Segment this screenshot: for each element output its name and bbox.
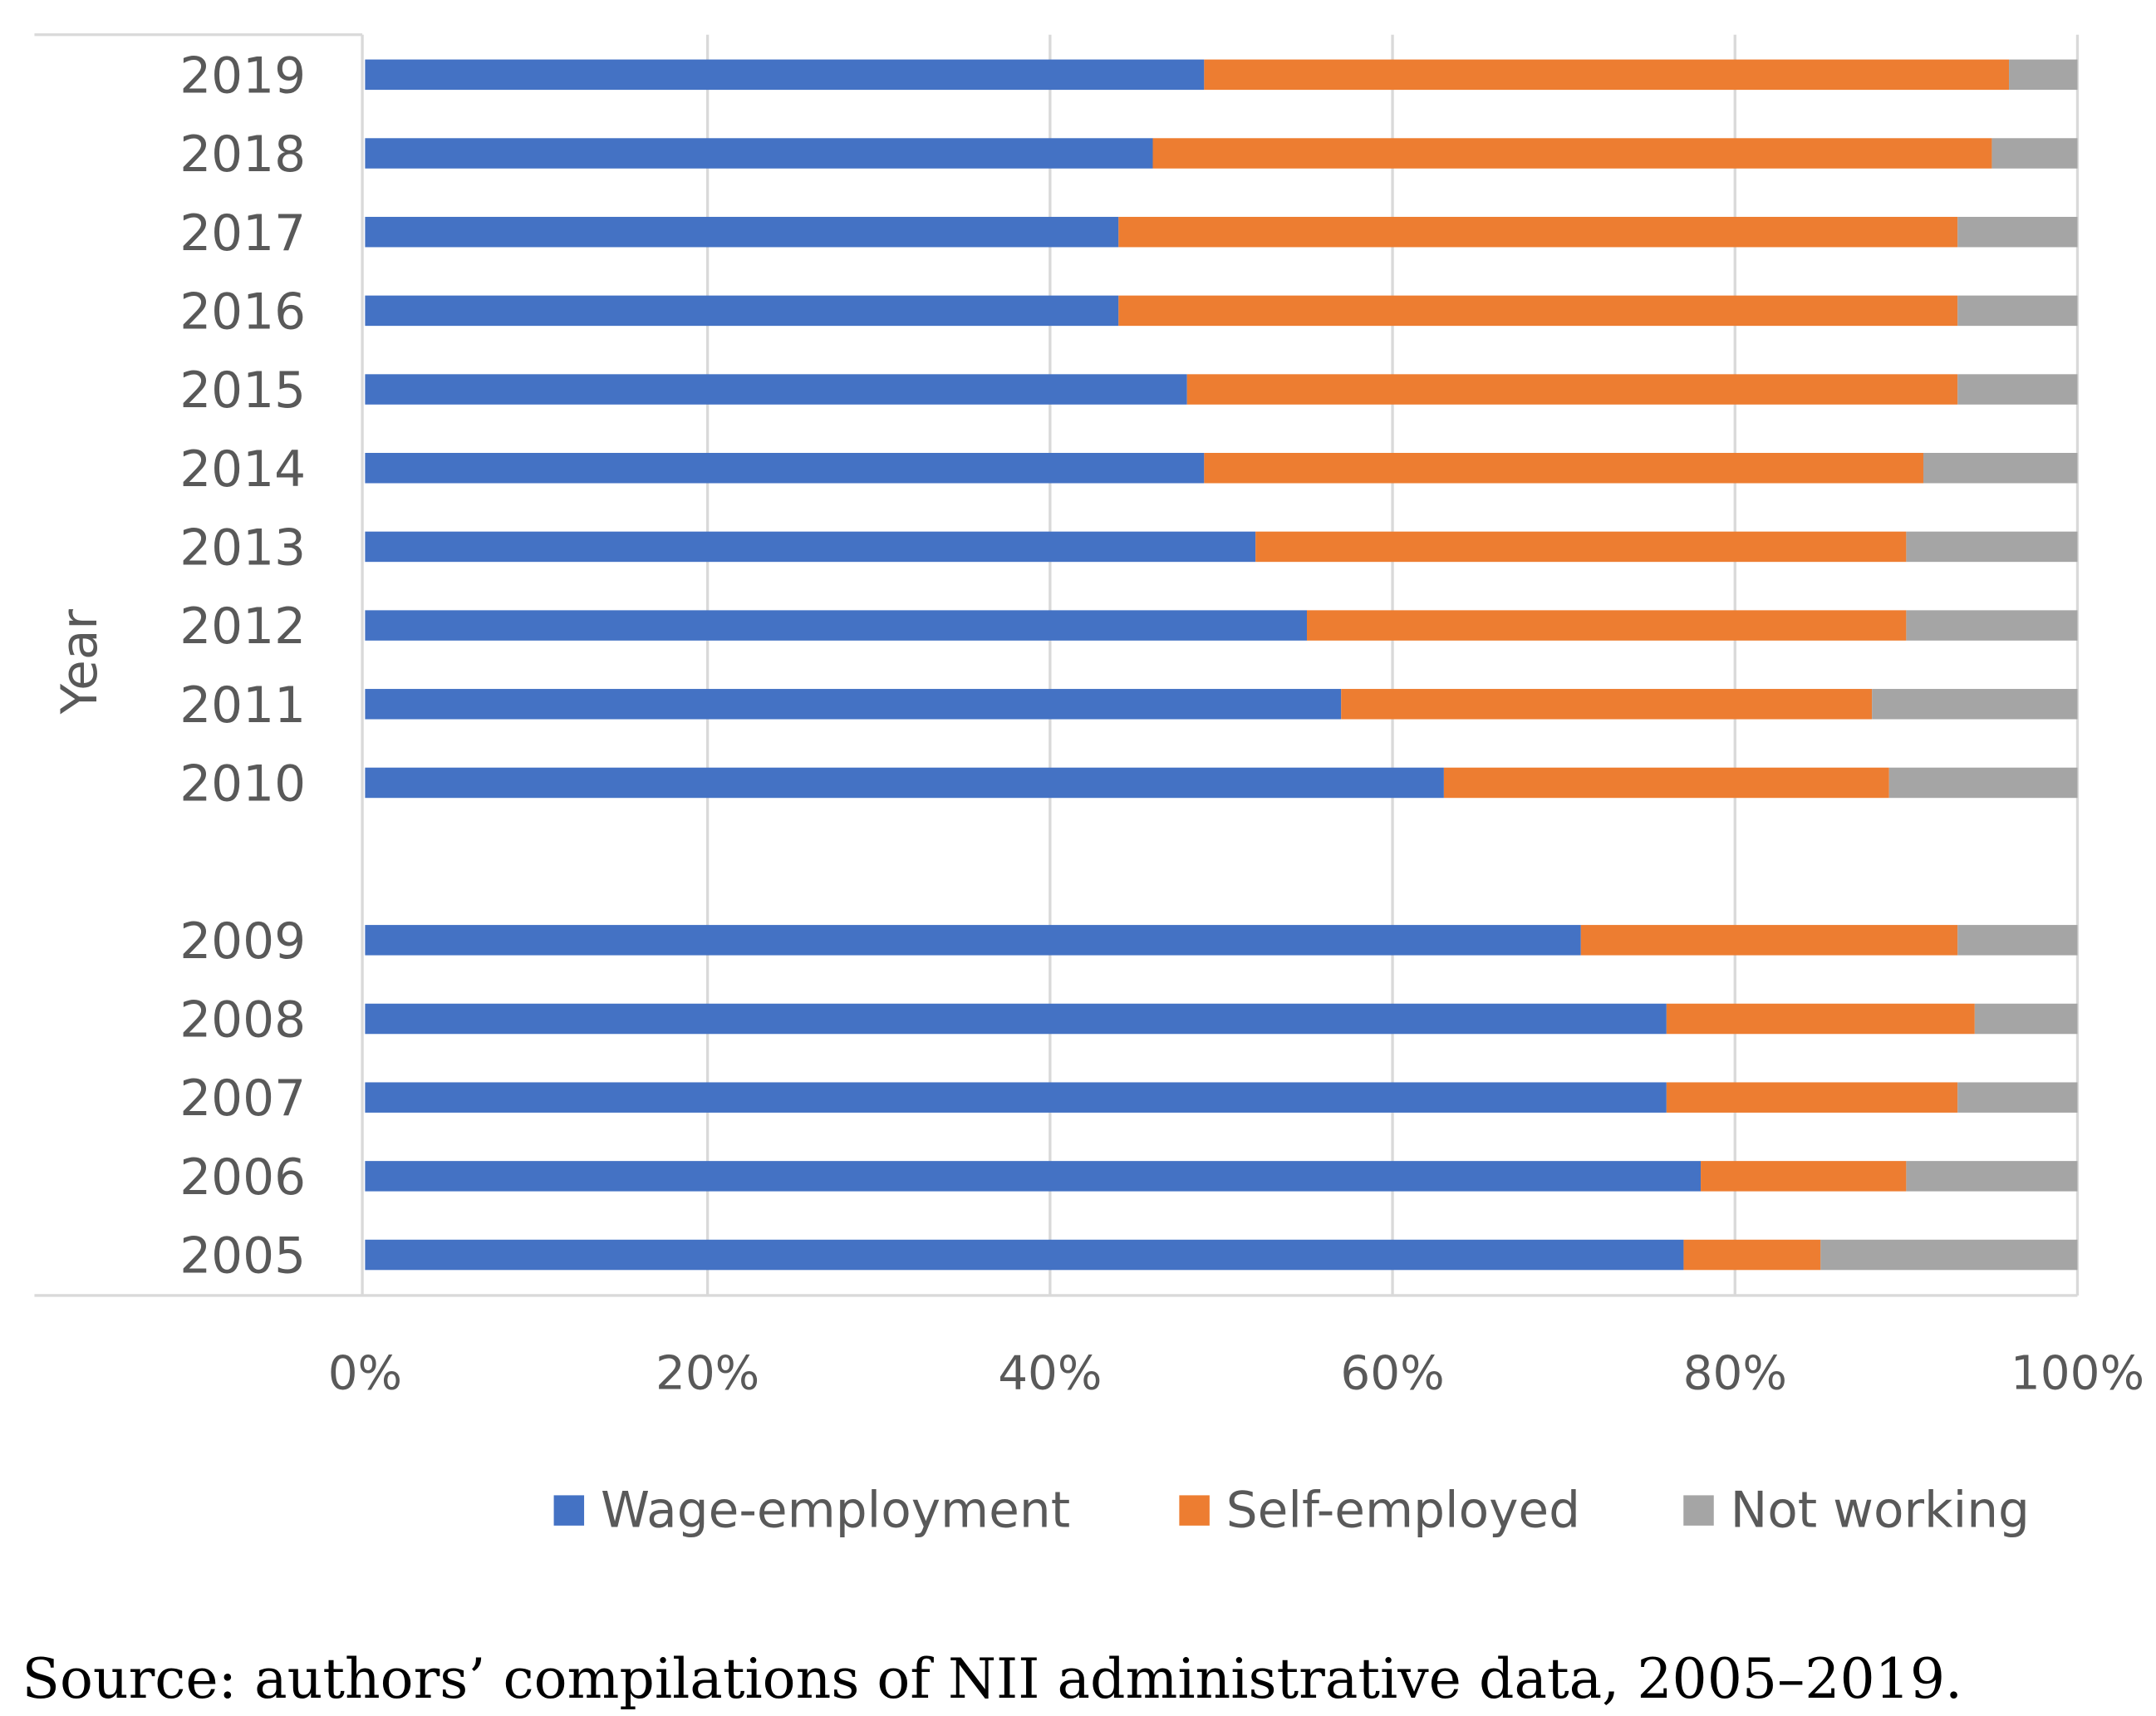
- category-label: 2017: [179, 205, 306, 263]
- bar-self-employed-2013: [1255, 531, 1907, 563]
- bar-not-working-2009: [1957, 925, 2078, 956]
- bar-not-working-2015: [1957, 374, 2078, 405]
- x-tick-label: 20%: [656, 1347, 759, 1401]
- bar-not-working-2012: [1906, 610, 2078, 641]
- bar-self-employed-2015: [1186, 374, 1958, 405]
- bar-not-working-2019: [2009, 59, 2078, 91]
- bar-not-working-2018: [1991, 138, 2078, 169]
- bar-not-working-2008: [1974, 1003, 2078, 1035]
- legend-label: Self-employed: [1226, 1482, 1580, 1540]
- legend-label: Not working: [1731, 1482, 2030, 1540]
- bar-wage-employment-2007: [365, 1082, 1667, 1113]
- x-tick-label: 60%: [1340, 1347, 1444, 1401]
- bar-wage-employment-2015: [365, 374, 1187, 405]
- bar-self-employed-2014: [1204, 453, 1923, 484]
- category-label: 2014: [179, 441, 306, 499]
- source-note: Source: authors’ compilations of NII adm…: [22, 1646, 1963, 1711]
- bar-wage-employment-2011: [365, 689, 1342, 720]
- axis-frame: [34, 33, 2078, 1297]
- bar-not-working-2016: [1957, 295, 2078, 327]
- bar-self-employed-2010: [1443, 767, 1889, 799]
- bar-wage-employment-2016: [365, 295, 1119, 327]
- bar-not-working-2006: [1906, 1161, 2078, 1192]
- legend-swatch: [553, 1495, 585, 1526]
- category-label: 2007: [179, 1070, 306, 1128]
- bar-self-employed-2011: [1341, 689, 1873, 720]
- bar-wage-employment-2019: [365, 59, 1205, 91]
- category-labels: 2019 2018 2017 2016 2015 2014 2013 2012 2011 2010…: [179, 47, 306, 1285]
- category-label: 2011: [179, 677, 306, 735]
- bar-self-employed-2005: [1683, 1239, 1821, 1271]
- bar-self-employed-2017: [1118, 216, 1958, 248]
- bar-wage-employment-2018: [365, 138, 1153, 169]
- bar-wage-employment-2006: [365, 1161, 1702, 1192]
- x-tick-label: 40%: [998, 1347, 1102, 1401]
- bar-wage-employment-2013: [365, 531, 1256, 563]
- bar-wage-employment-2009: [365, 925, 1581, 956]
- x-tick-labels: 0% 20% 40% 60% 80% 100%: [328, 1347, 2144, 1401]
- bar-not-working-2010: [1888, 767, 2078, 799]
- category-label: 2015: [179, 362, 306, 420]
- category-label: 2016: [179, 283, 306, 341]
- bar-self-employed-2006: [1701, 1161, 1907, 1192]
- bar-self-employed-2007: [1666, 1082, 1958, 1113]
- bar-wage-employment-2008: [365, 1003, 1667, 1035]
- bar-not-working-2013: [1906, 531, 2078, 563]
- x-tick-label: 80%: [1683, 1347, 1787, 1401]
- bar-self-employed-2008: [1666, 1003, 1975, 1035]
- bars: [365, 59, 2078, 1271]
- category-label: 2008: [179, 992, 306, 1050]
- bar-wage-employment-2005: [365, 1239, 1684, 1271]
- category-label: 2013: [179, 519, 306, 577]
- x-tick-label: 0%: [328, 1347, 402, 1401]
- bar-not-working-2017: [1957, 216, 2078, 248]
- bar-wage-employment-2017: [365, 216, 1119, 248]
- bar-self-employed-2012: [1307, 610, 1907, 641]
- legend: Wage-employment Self-employed Not working: [553, 1482, 2030, 1540]
- bar-not-working-2007: [1957, 1082, 2078, 1113]
- legend-swatch: [1683, 1495, 1714, 1526]
- bar-not-working-2014: [1923, 453, 2078, 484]
- legend-label: Wage-employment: [601, 1482, 1070, 1540]
- category-label: 2012: [179, 598, 306, 656]
- legend-swatch: [1179, 1495, 1210, 1526]
- bar-self-employed-2019: [1204, 59, 2010, 91]
- bar-self-employed-2009: [1580, 925, 1958, 956]
- bar-not-working-2005: [1820, 1239, 2078, 1271]
- category-label: 2010: [179, 756, 306, 814]
- category-label: 2019: [179, 47, 306, 105]
- y-axis-label: Year: [52, 609, 109, 715]
- category-label: 2005: [179, 1228, 306, 1286]
- bar-self-employed-2016: [1118, 295, 1958, 327]
- category-label: 2006: [179, 1149, 306, 1207]
- bar-wage-employment-2012: [365, 610, 1308, 641]
- category-label: 2009: [179, 913, 306, 971]
- bar-not-working-2011: [1872, 689, 2078, 720]
- category-label: 2018: [179, 126, 306, 184]
- bar-wage-employment-2014: [365, 453, 1205, 484]
- bar-wage-employment-2010: [365, 767, 1444, 799]
- bar-self-employed-2018: [1152, 138, 1992, 169]
- x-tick-label: 100%: [2011, 1347, 2144, 1401]
